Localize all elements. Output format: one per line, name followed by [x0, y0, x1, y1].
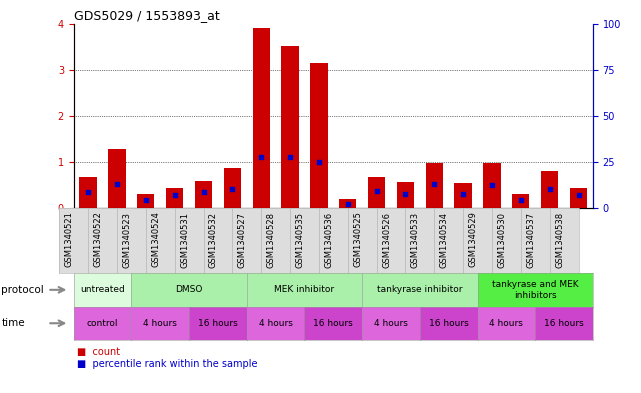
Point: [372, 187, 382, 194]
Point: [342, 200, 353, 207]
Point: [545, 186, 555, 192]
Bar: [108, 149, 126, 208]
Bar: [224, 168, 241, 208]
Text: GSM1340531: GSM1340531: [180, 211, 189, 268]
Text: GSM1340525: GSM1340525: [353, 211, 362, 267]
Text: control: control: [87, 319, 119, 328]
Point: [228, 186, 238, 192]
Point: [574, 192, 584, 198]
Point: [256, 153, 267, 160]
Bar: [166, 187, 183, 208]
Text: GSM1340529: GSM1340529: [469, 211, 478, 267]
Point: [140, 197, 151, 203]
Text: GSM1340524: GSM1340524: [151, 211, 160, 267]
Point: [199, 189, 209, 195]
Bar: [570, 187, 587, 208]
Text: GSM1340521: GSM1340521: [65, 211, 74, 267]
Bar: [454, 183, 472, 208]
Text: 16 hours: 16 hours: [198, 319, 238, 328]
Text: ■  count: ■ count: [77, 347, 120, 357]
Text: tankyrase inhibitor: tankyrase inhibitor: [377, 285, 463, 294]
Text: GSM1340526: GSM1340526: [382, 211, 391, 268]
Text: GSM1340523: GSM1340523: [122, 211, 131, 268]
Text: GSM1340535: GSM1340535: [296, 211, 304, 268]
Point: [487, 182, 497, 188]
Point: [429, 181, 440, 187]
Point: [112, 181, 122, 187]
Text: 16 hours: 16 hours: [429, 319, 469, 328]
Text: untreated: untreated: [80, 285, 125, 294]
Text: GSM1340536: GSM1340536: [324, 211, 333, 268]
Point: [83, 189, 94, 195]
Text: GSM1340537: GSM1340537: [526, 211, 535, 268]
Bar: [368, 177, 385, 208]
Text: 4 hours: 4 hours: [259, 319, 292, 328]
Point: [400, 190, 410, 196]
Text: 16 hours: 16 hours: [313, 319, 353, 328]
Bar: [137, 195, 154, 208]
Bar: [512, 195, 529, 208]
Text: GSM1340530: GSM1340530: [497, 211, 506, 268]
Text: GSM1340532: GSM1340532: [209, 211, 218, 268]
Point: [314, 159, 324, 165]
Text: 4 hours: 4 hours: [144, 319, 177, 328]
Point: [458, 191, 468, 198]
Bar: [195, 181, 212, 208]
Text: 4 hours: 4 hours: [374, 319, 408, 328]
Bar: [541, 171, 558, 208]
Point: [169, 192, 179, 198]
Bar: [483, 163, 501, 208]
Bar: [281, 46, 299, 208]
Text: 4 hours: 4 hours: [490, 319, 523, 328]
Text: GSM1340534: GSM1340534: [440, 211, 449, 268]
Bar: [339, 199, 356, 208]
Bar: [79, 177, 97, 208]
Bar: [310, 63, 328, 208]
Text: 16 hours: 16 hours: [544, 319, 584, 328]
Text: GSM1340522: GSM1340522: [94, 211, 103, 267]
Text: time: time: [1, 318, 25, 328]
Point: [515, 197, 526, 203]
Point: [285, 154, 295, 161]
Text: GSM1340527: GSM1340527: [238, 211, 247, 268]
Text: tankyrase and MEK
inhibitors: tankyrase and MEK inhibitors: [492, 280, 579, 299]
Text: GSM1340533: GSM1340533: [411, 211, 420, 268]
Text: ■  percentile rank within the sample: ■ percentile rank within the sample: [77, 358, 258, 369]
Text: MEK inhibitor: MEK inhibitor: [274, 285, 335, 294]
Text: protocol: protocol: [1, 285, 44, 295]
Text: GDS5029 / 1553893_at: GDS5029 / 1553893_at: [74, 9, 219, 22]
Bar: [426, 163, 443, 208]
Text: GSM1340528: GSM1340528: [267, 211, 276, 268]
Text: DMSO: DMSO: [176, 285, 203, 294]
Bar: [253, 28, 270, 208]
Bar: [397, 182, 414, 208]
Text: GSM1340538: GSM1340538: [555, 211, 564, 268]
